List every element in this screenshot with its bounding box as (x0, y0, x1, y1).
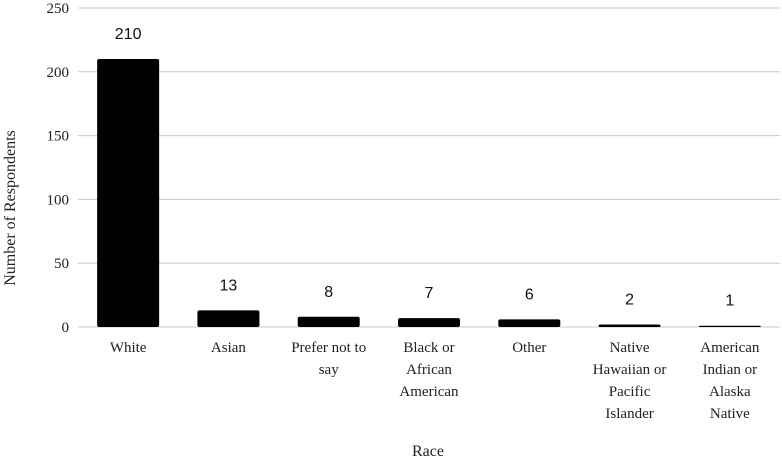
data-label-1: 210 (115, 26, 142, 43)
y-tick-label-100: 100 (47, 192, 70, 208)
y-axis-ticks: 0 50 100 150 200 250 (47, 1, 70, 336)
x-category-label-5: Other (512, 340, 546, 356)
x-axis-categories: White Asian Prefer not to say Black or Africa… (110, 340, 760, 422)
bar-4 (398, 318, 460, 327)
gridlines (78, 7, 780, 328)
y-tick-label-200: 200 (47, 65, 70, 81)
data-label-5: 6 (525, 286, 534, 303)
data-label-2: 13 (220, 277, 238, 294)
x-category-label-2: Asian (211, 340, 246, 356)
y-tick-label-250: 250 (47, 1, 70, 17)
y-axis-title: Number of Respondents (2, 130, 19, 286)
bar-1 (97, 59, 160, 327)
bar-5 (498, 319, 561, 327)
data-label-6: 2 (625, 291, 634, 308)
data-labels: 210 13 8 7 6 2 1 (115, 26, 735, 310)
bars (97, 59, 761, 327)
data-label-4: 7 (425, 285, 434, 302)
x-category-label-3: Prefer not to say (291, 340, 366, 378)
y-tick-label-50: 50 (54, 256, 69, 272)
bar-6 (598, 324, 661, 327)
x-category-label-7: American Indian or Alaska Native (700, 340, 760, 422)
x-category-label-1: White (110, 340, 147, 356)
y-tick-label-150: 150 (47, 129, 70, 145)
x-axis-title: Race (412, 443, 444, 459)
bar-2 (197, 310, 260, 327)
x-category-label-6: Native Hawaiian or Pacific Islander (593, 340, 667, 422)
data-label-7: 1 (725, 293, 734, 310)
data-label-3: 8 (324, 284, 333, 301)
x-category-label-4: Black or African American (399, 340, 459, 400)
bar-3 (297, 316, 360, 327)
bar-7 (698, 325, 761, 327)
y-tick-label-0: 0 (62, 320, 70, 336)
